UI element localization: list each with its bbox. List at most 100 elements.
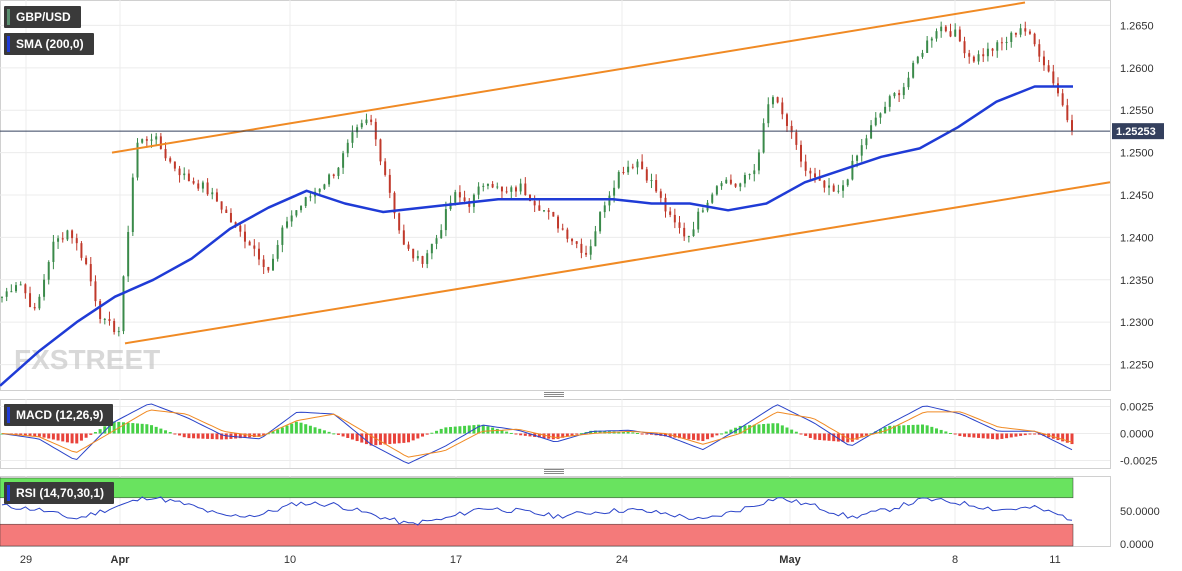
macd-hist-bar	[257, 433, 261, 437]
macd-hist-bar	[383, 433, 387, 445]
macd-hist-bar	[981, 433, 985, 439]
macd-hist-bar	[906, 425, 910, 434]
current-price-value: 1.25253	[1116, 126, 1156, 138]
macd-hist-bar	[304, 424, 308, 434]
macd-hist-bar	[220, 433, 224, 440]
macd-hist-bar	[336, 433, 340, 435]
candle-body	[1071, 120, 1073, 132]
watermark-logo: FXSTREET	[14, 344, 160, 375]
macd-hist-bar	[1028, 433, 1032, 435]
macd-hist-bar	[692, 433, 696, 440]
macd-hist-bar	[621, 431, 625, 434]
candle-body	[1061, 93, 1064, 106]
macd-hist-bar	[1042, 433, 1046, 437]
macd-hist-bar	[178, 433, 182, 436]
candle-body	[248, 241, 251, 246]
macd-hist-bar	[75, 433, 79, 444]
macd-hist-bar	[481, 424, 485, 434]
candle-body	[771, 97, 774, 105]
candle-body	[944, 26, 947, 32]
macd-hist-bar	[210, 433, 214, 440]
candle-body	[860, 145, 863, 156]
macd-hist-bar	[570, 433, 574, 436]
macd-hist-bar	[977, 433, 981, 438]
candle-body	[916, 56, 919, 63]
candle-body	[669, 211, 672, 215]
macd-hist-bar	[19, 433, 23, 436]
macd-hist-bar	[103, 426, 107, 434]
macd-hist-bar	[206, 433, 210, 439]
macd-hist-bar	[192, 433, 196, 439]
candle-body	[692, 229, 695, 237]
candle-body	[828, 185, 831, 188]
candle-body	[169, 158, 172, 162]
macd-hist-bar	[752, 424, 756, 434]
macd-hist-bar	[477, 424, 481, 434]
candle-body	[715, 186, 718, 195]
candle-body	[52, 241, 55, 262]
candle-body	[379, 139, 382, 162]
candle-body	[1056, 83, 1059, 94]
current-price-tag	[1112, 123, 1164, 140]
candle-body	[131, 177, 134, 233]
macd-hist-bar	[799, 433, 803, 435]
candle-body	[365, 119, 368, 124]
candle-body	[912, 62, 915, 78]
candle-body	[33, 307, 36, 309]
rsi-pane-resize-handle[interactable]	[544, 469, 564, 474]
macd-hist-bar	[509, 432, 513, 434]
candle-body	[678, 222, 681, 228]
x-tick-label: Apr	[111, 554, 131, 566]
macd-hist-bar	[346, 433, 350, 438]
macd-hist-bar	[79, 433, 83, 441]
macd-hist-bar	[187, 433, 191, 439]
macd-hist-bar	[603, 430, 607, 434]
macd-hist-bar	[449, 426, 453, 434]
candle-body	[192, 181, 195, 184]
macd-hist-bar	[388, 433, 392, 445]
candle-body	[837, 190, 840, 192]
macd-hist-bar	[780, 425, 784, 434]
y-tick-label: 1.2650	[1120, 20, 1154, 32]
candle-body	[1047, 65, 1050, 72]
macd-hist-bar	[280, 427, 284, 434]
candle-body	[416, 256, 419, 259]
y-tick-label: 1.2300	[1120, 317, 1154, 329]
macd-hist-bar	[98, 429, 102, 434]
candle-body	[360, 123, 363, 128]
macd-hist-bar	[1023, 433, 1027, 436]
macd-hist-bar	[818, 433, 822, 441]
macd-hist-bar	[285, 425, 289, 434]
candle-body	[295, 210, 298, 216]
candle-body	[748, 174, 751, 176]
macd-hist-bar	[439, 428, 443, 434]
macd-hist-bar	[635, 432, 639, 434]
macd-hist-bar	[682, 433, 686, 439]
macd-hist-bar	[299, 422, 303, 434]
candle-body	[594, 231, 597, 247]
candle-body	[430, 243, 433, 254]
x-tick-label: 10	[284, 554, 296, 566]
macd-hist-bar	[308, 425, 312, 434]
macd-hist-bar	[56, 433, 60, 441]
macd-hist-bar	[1070, 433, 1074, 445]
macd-pane-resize-handle[interactable]	[544, 392, 564, 397]
rsi-oversold-zone	[0, 523, 1074, 547]
candles-group	[1, 21, 1073, 337]
macd-hist-bar	[14, 433, 18, 435]
candle-body	[613, 187, 616, 196]
candle-body	[799, 144, 802, 162]
candle-body	[449, 202, 452, 210]
candle-body	[113, 321, 116, 333]
macd-hist-bar	[551, 433, 555, 440]
candle-body	[790, 125, 793, 133]
candle-body	[94, 281, 97, 302]
macd-label-text: MACD (12,26,9)	[16, 408, 104, 422]
y-tick-label: 1.2350	[1120, 275, 1154, 287]
candle-body	[846, 179, 849, 186]
macd-hist-bar	[930, 426, 934, 434]
candle-body	[991, 48, 994, 51]
candle-body	[757, 152, 760, 171]
